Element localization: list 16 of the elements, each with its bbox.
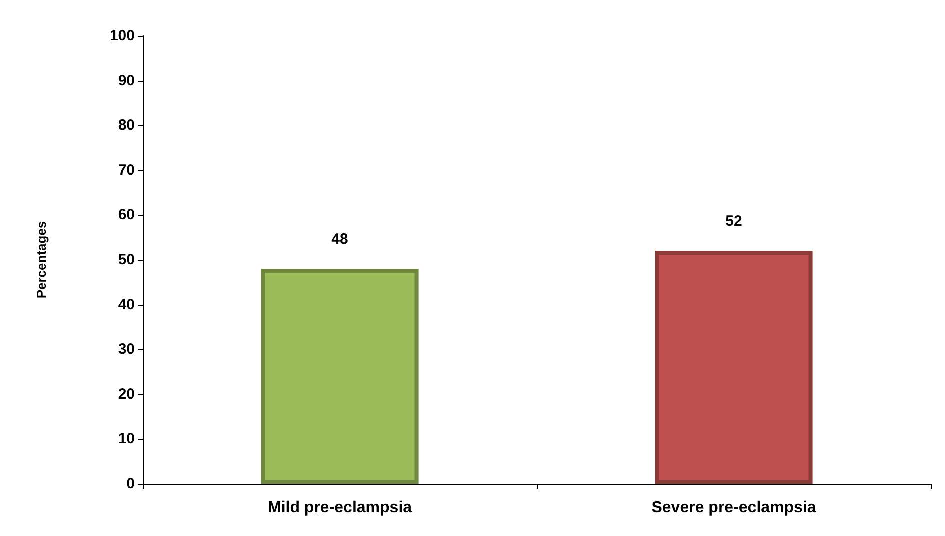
y-tick-label: 0 — [126, 476, 135, 492]
y-tick-label: 90 — [118, 72, 135, 90]
y-tick-label: 10 — [118, 430, 135, 448]
data-label: 52 — [726, 213, 742, 230]
y-tick-label: 50 — [118, 252, 135, 268]
y-tick-label: 30 — [118, 341, 135, 358]
y-tick-label: 40 — [118, 296, 135, 314]
y-tick-label: 100 — [110, 28, 135, 44]
y-tick-label: 60 — [118, 206, 135, 224]
y-tick-label: 70 — [118, 162, 135, 179]
x-tick-label: Severe pre-eclampsia — [652, 500, 816, 516]
y-tick-label: 80 — [118, 117, 135, 134]
y-tick-label: 20 — [118, 386, 135, 403]
data-label: 48 — [332, 230, 348, 248]
y-axis-title: Percentages — [34, 221, 49, 299]
x-tick-label: Mild pre-eclampsia — [268, 500, 412, 516]
